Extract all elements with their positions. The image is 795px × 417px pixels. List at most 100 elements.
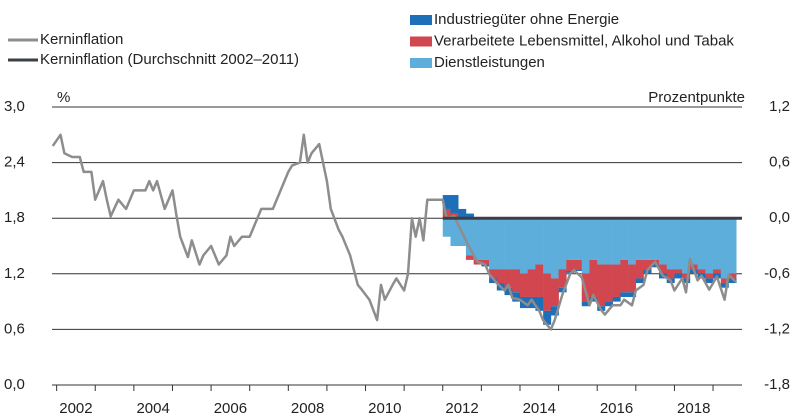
bar-segment [465, 218, 474, 256]
bar-segment [442, 218, 451, 237]
bar-segment [519, 273, 529, 297]
bar-segment [635, 278, 644, 284]
bar-segment [535, 218, 544, 265]
line [51, 133, 738, 331]
bar-segment [643, 259, 652, 270]
bar-segment [682, 218, 691, 274]
bar-segment [481, 259, 490, 265]
bar-segment [651, 218, 660, 260]
y-unit-label: % [57, 89, 70, 106]
y2-tick-label: -1,8 [764, 376, 790, 393]
y-tick-label: 2,4 [4, 154, 25, 171]
y2-tick-label: 1,2 [769, 98, 790, 115]
y2-tick-label: 0,6 [769, 154, 790, 171]
bar-segment [666, 218, 675, 270]
bar-segment [713, 218, 722, 270]
bar-segment [612, 296, 621, 302]
bar-segment [658, 218, 668, 265]
bar-segment [458, 208, 467, 219]
legend-swatch [410, 58, 432, 68]
x-tick-label: 2012 [445, 400, 478, 417]
y-tick-label: 0,0 [4, 376, 25, 393]
bar-segment [720, 278, 729, 284]
legend-label: Dienstleistungen [434, 54, 545, 71]
bar-segment [465, 213, 474, 219]
bar-segment [620, 292, 629, 297]
bar-segment [720, 218, 729, 279]
x-tick-label: 2008 [291, 400, 324, 417]
bar-segment [496, 218, 505, 270]
bar-segment [643, 218, 652, 260]
bar-segment [620, 218, 629, 260]
legend-label: Verarbeitete Lebensmittel, Alkohol und T… [434, 32, 734, 49]
bar-segment [674, 218, 683, 270]
bar-segment [612, 264, 621, 297]
bar-segment [465, 255, 474, 260]
bar-segment [604, 218, 613, 265]
bar-segment [543, 273, 552, 311]
bar-segment [543, 310, 552, 325]
bar-segment [597, 218, 606, 265]
y-tick-label: 1,2 [4, 265, 25, 282]
bar-segment [635, 259, 644, 279]
bar-segment [489, 278, 498, 284]
bar-segment [504, 269, 513, 288]
bar-segment [527, 269, 536, 297]
y-tick-label: 3,0 [4, 98, 25, 115]
legend-label: Industriegüter ohne Energie [434, 11, 619, 28]
bar-segment [496, 269, 505, 284]
bar-segment [527, 218, 536, 270]
bar-segment [713, 269, 722, 274]
bar-segment [473, 218, 482, 260]
bar-segment [674, 273, 683, 279]
bar-segment [535, 264, 544, 297]
bar-segment [581, 218, 590, 274]
bar-segment [574, 269, 583, 272]
y-tick-label: 1,8 [4, 209, 25, 226]
bar-segment [682, 273, 691, 279]
y2-tick-label: -1,2 [764, 320, 790, 337]
bar-segment [689, 218, 698, 265]
bar-segment [489, 269, 498, 279]
bar-segment [574, 218, 583, 260]
bar-segment [558, 218, 567, 270]
bar-segment [504, 218, 513, 270]
bar-segment [728, 218, 737, 274]
bar-segment [512, 218, 521, 270]
bar-segment [705, 218, 714, 274]
bar-segment [604, 264, 613, 302]
bar-segment [450, 218, 459, 246]
bar-segment [589, 296, 598, 302]
bar-segment [651, 264, 660, 268]
bar-segment [512, 269, 521, 293]
bar-segment [527, 296, 536, 309]
x-tick-label: 2006 [214, 400, 247, 417]
bar-segment [481, 218, 490, 260]
bar-segment [728, 273, 737, 279]
bar-segment [512, 292, 521, 302]
bar-segment [558, 269, 567, 288]
bar-segment [597, 264, 606, 307]
bar-segment [628, 264, 637, 293]
bar-segment [620, 259, 629, 293]
legend-swatch [410, 36, 432, 47]
bar-segment [728, 278, 737, 284]
bar-segment [581, 301, 590, 307]
bar-segment [628, 292, 637, 297]
y2-unit-label: Prozentpunkte [648, 89, 745, 106]
bar-segment [604, 301, 613, 307]
bar-segment [574, 259, 583, 270]
x-tick-label: 2010 [368, 400, 401, 417]
bar-segment [635, 218, 644, 260]
bar-segment [674, 269, 683, 274]
legend-label: Kerninflation [40, 31, 123, 48]
bar-segment [566, 218, 575, 260]
x-tick-label: 2004 [136, 400, 169, 417]
y-tick-label: 0,6 [4, 320, 25, 337]
bar-segment [589, 218, 598, 260]
bar-segment [489, 218, 498, 270]
bar-segment [705, 278, 714, 284]
bar-segment [504, 287, 513, 296]
bar-segment [535, 296, 544, 311]
y2-tick-label: 0,0 [769, 209, 790, 226]
